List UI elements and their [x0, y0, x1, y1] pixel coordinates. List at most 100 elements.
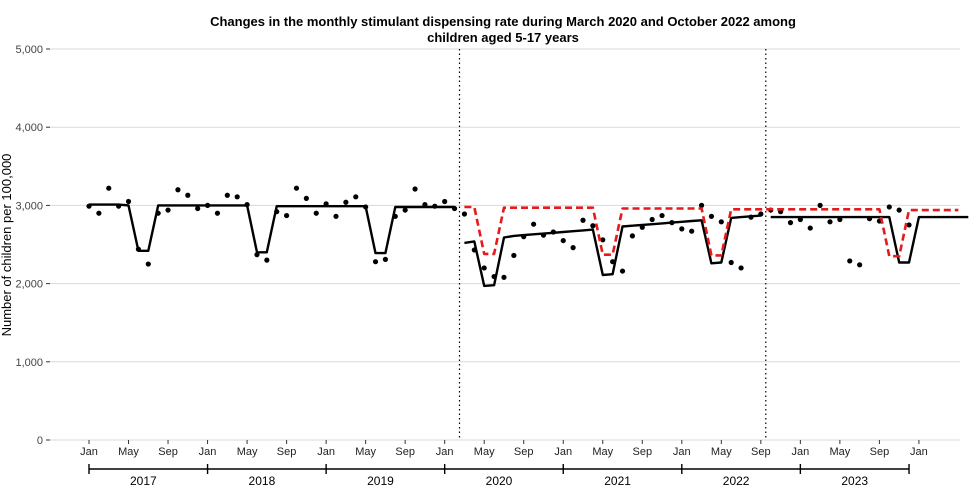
y-tick-label: 3,000 [15, 200, 43, 212]
data-point [125, 198, 132, 205]
year-label: 2020 [486, 474, 513, 488]
x-tick-label: May [474, 446, 495, 458]
data-point [96, 210, 102, 216]
data-point [224, 192, 230, 198]
data-point [590, 223, 596, 229]
y-tick-label: 5,000 [15, 44, 43, 56]
data-point [580, 217, 586, 223]
data-point [333, 213, 339, 219]
data-point [382, 256, 388, 262]
data-point [412, 186, 418, 192]
x-tick-label: May [237, 446, 258, 458]
data-point [214, 210, 221, 216]
data-point [886, 204, 892, 210]
data-point [175, 187, 181, 193]
x-tick-label: Sep [870, 446, 890, 458]
year-label: 2021 [604, 474, 631, 488]
data-point [857, 262, 863, 268]
data-point [442, 198, 448, 205]
data-point [679, 226, 685, 232]
y-axis-ticks: 0 1,000 2,000 3,000 4,000 5,000 [15, 44, 50, 447]
data-point [372, 259, 379, 265]
data-point [234, 194, 240, 200]
x-tick-label: May [592, 446, 613, 458]
x-tick-label: Jan [436, 446, 454, 458]
data-point [402, 207, 408, 213]
data-point [787, 220, 794, 226]
data-point [501, 274, 507, 280]
data-point [738, 265, 744, 271]
data-point [570, 245, 576, 251]
data-point [264, 257, 270, 263]
x-axis-month-ticks: Jan May Sep Jan May Sep Jan May Sep Jan May Sep Jan M… [80, 440, 928, 458]
data-point [728, 259, 734, 266]
y-tick-label: 2,000 [15, 279, 43, 291]
x-tick-label: Jan [199, 446, 217, 458]
data-point [619, 268, 626, 274]
x-tick-label: Sep [632, 446, 652, 458]
data-point [343, 199, 349, 205]
x-tick-label: Sep [751, 446, 771, 458]
data-point [560, 237, 566, 244]
x-tick-label: Jan [791, 446, 809, 458]
data-point [600, 237, 606, 243]
y-axis-label: Number of children per 100,000 [0, 154, 14, 337]
x-tick-label: Sep [395, 446, 415, 458]
x-tick-label: Sep [514, 446, 534, 458]
chart-title-line-1: Changes in the monthly stimulant dispens… [210, 14, 796, 29]
data-point [629, 233, 636, 239]
x-tick-label: May [711, 446, 732, 458]
data-point [718, 219, 724, 225]
data-point [303, 195, 309, 201]
data-point [847, 258, 853, 264]
data-point [145, 261, 151, 267]
intervention-lines [458, 49, 767, 440]
data-point [659, 212, 665, 219]
data-point [896, 207, 902, 213]
data-point [698, 202, 705, 208]
data-point [531, 221, 537, 227]
x-tick-label: Sep [158, 446, 178, 458]
x-tick-label: Jan [80, 446, 98, 458]
data-point [353, 194, 359, 200]
data-point [461, 211, 468, 217]
x-tick-label: May [829, 446, 850, 458]
data-point [185, 192, 191, 198]
x-tick-label: Jan [673, 446, 691, 458]
data-point [106, 185, 112, 191]
year-label: 2019 [367, 474, 394, 488]
fitted-trend-line [770, 215, 969, 264]
year-label: 2018 [249, 474, 276, 488]
grid-layer [50, 48, 960, 441]
data-point [481, 265, 487, 271]
data-point [511, 252, 517, 259]
data-point [827, 219, 833, 225]
data-point [195, 205, 201, 212]
x-tick-label: Jan [317, 446, 335, 458]
data-point [906, 222, 912, 228]
year-label: 2023 [841, 474, 868, 488]
data-point [165, 207, 171, 213]
x-tick-label: Jan [554, 446, 572, 458]
x-tick-label: Jan [910, 446, 928, 458]
data-point [689, 228, 695, 234]
x-tick-label: Sep [277, 446, 297, 458]
y-tick-label: 4,000 [15, 122, 43, 134]
data-point [708, 213, 715, 219]
series-layer [86, 185, 969, 288]
counterfactual-trend-line [464, 205, 959, 258]
data-point [293, 185, 300, 191]
data-point [649, 216, 655, 223]
year-label: 2017 [130, 474, 157, 488]
data-point [284, 212, 290, 219]
chart-title-line-2: children aged 5-17 years [427, 30, 579, 45]
x-axis-year-ticks: 2017 2018 2019 2020 2021 2022 2023 [88, 464, 910, 488]
x-tick-label: May [355, 446, 376, 458]
data-point [817, 202, 823, 208]
y-tick-label: 1,000 [15, 357, 43, 369]
data-point [313, 210, 319, 216]
x-tick-label: May [118, 446, 139, 458]
year-label: 2022 [723, 474, 750, 488]
data-point [807, 225, 813, 231]
